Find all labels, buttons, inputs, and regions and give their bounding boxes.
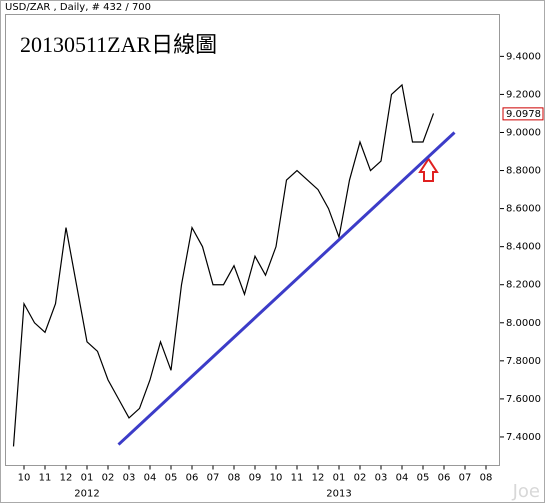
x-tick-label: 06: [438, 473, 451, 484]
last-price-label: 9.0978: [506, 109, 541, 120]
x-tick-label: 02: [102, 473, 115, 484]
y-tick-label: 8.8000: [506, 166, 541, 177]
x-tick-label: 08: [228, 473, 241, 484]
y-tick-label: 8.2000: [506, 280, 541, 291]
y-tick-label: 7.6000: [506, 394, 541, 405]
y-tick-label: 7.4000: [506, 432, 541, 443]
arrow-annotation: [418, 157, 439, 182]
y-tick-label: 7.8000: [506, 356, 541, 367]
y-tick-label: 9.2000: [506, 89, 541, 100]
x-tick-label: 02: [354, 473, 367, 484]
last-price-box: [502, 107, 544, 121]
trendline: [117, 131, 456, 446]
y-tick-label: 8.4000: [506, 242, 541, 253]
chart-title: 20130511ZAR日線圖: [20, 32, 217, 57]
price-line: [12, 83, 435, 447]
x-tick-label: 03: [375, 473, 388, 484]
header: USD/ZAR , Daily, # 432 / 700: [5, 2, 151, 13]
x-tick-label: 04: [396, 473, 409, 484]
watermark: Joe: [512, 481, 540, 502]
x-tick-label: 10: [270, 473, 283, 484]
x-tick-label: 08: [480, 473, 493, 484]
y-tick-label: 9.4000: [506, 51, 541, 62]
x-tick-label: 07: [207, 473, 220, 484]
y-tick-label: 8.6000: [506, 204, 541, 215]
x-tick-label: 01: [81, 473, 94, 484]
plot-frame: [5, 14, 500, 466]
x-tick-label: 10: [18, 473, 31, 484]
x-tick-label: 12: [312, 473, 325, 484]
y-tick-label: 9.0000: [506, 127, 541, 138]
x-tick-label: 04: [144, 473, 157, 484]
x-tick-label: 05: [417, 473, 430, 484]
year-label: 2012: [74, 489, 99, 500]
x-tick-label: 01: [333, 473, 346, 484]
x-tick-label: 06: [186, 473, 199, 484]
x-tick-label: 05: [165, 473, 178, 484]
x-tick-label: 09: [249, 473, 262, 484]
x-tick-label: 07: [459, 473, 472, 484]
x-tick-label: 11: [39, 473, 52, 484]
y-tick-label: 8.0000: [506, 318, 541, 329]
x-tick-label: 11: [291, 473, 304, 484]
year-label: 2013: [326, 489, 351, 500]
x-tick-label: 12: [60, 473, 73, 484]
x-tick-label: 03: [123, 473, 136, 484]
